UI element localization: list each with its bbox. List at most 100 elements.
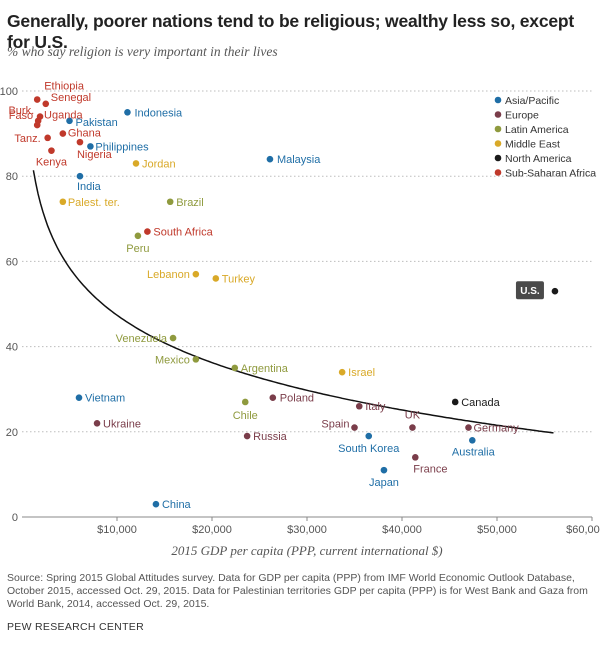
data-point (59, 130, 67, 137)
trend-curve (32, 170, 554, 434)
y-tick-label: 100 (0, 86, 18, 98)
data-point (192, 270, 200, 278)
point-label: Faso (9, 110, 33, 122)
point-label: Argentina (241, 363, 289, 375)
point-label: South Korea (338, 443, 400, 455)
data-point (412, 454, 419, 461)
source-note: Source: Spring 2015 Global Attitudes sur… (7, 572, 588, 610)
x-tick-label: $40,000 (382, 524, 422, 536)
data-point (212, 275, 220, 282)
legend-label: Latin America (505, 124, 569, 136)
x-tick-label: $10,000 (97, 524, 137, 536)
data-point (152, 500, 160, 508)
data-point (269, 394, 277, 402)
data-point (124, 109, 131, 116)
legend-label: Europe (505, 110, 539, 122)
data-point (132, 160, 140, 167)
point-label: Venezuela (116, 333, 168, 345)
data-point (365, 432, 373, 440)
data-point (93, 419, 101, 427)
point-label: Japan (369, 477, 399, 489)
data-point (44, 134, 51, 142)
data-point (76, 172, 84, 180)
data-point (409, 424, 416, 431)
chart-title: Generally, poorer nations tend to be rel… (7, 11, 575, 52)
data-point (231, 364, 239, 372)
point-label: Indonesia (134, 107, 183, 119)
point-label: Poland (280, 393, 314, 405)
point-label: Peru (126, 243, 149, 255)
x-tick-label: $60,000 (566, 524, 600, 536)
data-point (134, 232, 142, 240)
chart-subtitle: % who say religion is very important in … (7, 44, 278, 59)
data-point (241, 398, 249, 406)
y-tick-label: 60 (6, 256, 18, 268)
point-label: Palest. ter. (68, 197, 120, 209)
point-label: Philippines (95, 141, 149, 153)
point-label: Vietnam (85, 393, 125, 405)
legend-label: Middle East (505, 139, 560, 151)
point-label: Pakistan (76, 117, 118, 129)
point-label: Kenya (36, 157, 68, 169)
data-point (551, 287, 559, 295)
legend-label: North America (505, 153, 572, 165)
point-label: UK (405, 410, 421, 422)
point-label: Brazil (176, 197, 204, 209)
legend-marker (494, 125, 502, 133)
legend-marker (494, 140, 502, 147)
data-point (76, 138, 84, 146)
x-axis-title: 2015 GDP per capita (PPP, current intern… (171, 543, 442, 558)
data-point (380, 466, 388, 474)
point-label: Ukraine (103, 418, 141, 430)
data-point (451, 398, 459, 406)
y-tick-label: 20 (6, 427, 18, 439)
data-point (465, 424, 472, 431)
legend-label: Sub-Saharan Africa (505, 168, 596, 180)
data-point (42, 100, 50, 108)
y-tick-label: 80 (6, 171, 18, 183)
legend-label: Asia/Pacific (505, 95, 559, 107)
data-point (266, 155, 274, 163)
point-label: South Africa (153, 227, 213, 239)
data-point (87, 143, 94, 150)
point-label: Russia (253, 431, 288, 443)
pew-logo-text: PEW RESEARCH CENTER (7, 621, 144, 633)
point-label: India (77, 181, 102, 193)
point-label: Ethiopia (44, 81, 85, 93)
data-point (75, 394, 83, 402)
point-label: Jordan (142, 158, 176, 170)
y-tick-label: 0 (12, 512, 18, 524)
y-tick-label: 40 (6, 342, 18, 354)
point-label: Uganda (44, 110, 83, 122)
data-point (338, 368, 346, 376)
data-point (33, 96, 41, 103)
point-label: Nigeria (77, 149, 113, 161)
point-label: U.S. (520, 286, 540, 297)
point-label: Australia (452, 446, 496, 458)
data-point (192, 356, 200, 363)
point-label: Canada (461, 397, 500, 409)
us-callout-box (515, 281, 544, 300)
legend-marker (494, 154, 502, 162)
point-label: Turkey (222, 273, 256, 285)
point-label: China (162, 499, 192, 511)
point-label: Senegal (51, 92, 91, 104)
data-point (144, 228, 151, 235)
point-label: Mexico (155, 354, 190, 366)
point-label: Italy (365, 401, 386, 413)
data-point (166, 198, 174, 206)
x-tick-label: $30,000 (287, 524, 327, 536)
data-point (59, 198, 67, 206)
data-point (355, 402, 363, 410)
legend-marker (494, 96, 502, 104)
scatter-chart: 0 20 40 60 80 100 $10,000 $20,000 $30,000 $40,000… (0, 81, 600, 558)
data-point (351, 424, 358, 431)
point-label: Malaysia (277, 154, 321, 166)
data-point (66, 117, 73, 125)
data-point (243, 432, 251, 440)
legend-marker (494, 169, 502, 176)
point-label: Lebanon (147, 269, 190, 281)
point-label: Chile (233, 410, 258, 422)
data-point (469, 437, 476, 444)
point-label: Spain (321, 419, 349, 431)
